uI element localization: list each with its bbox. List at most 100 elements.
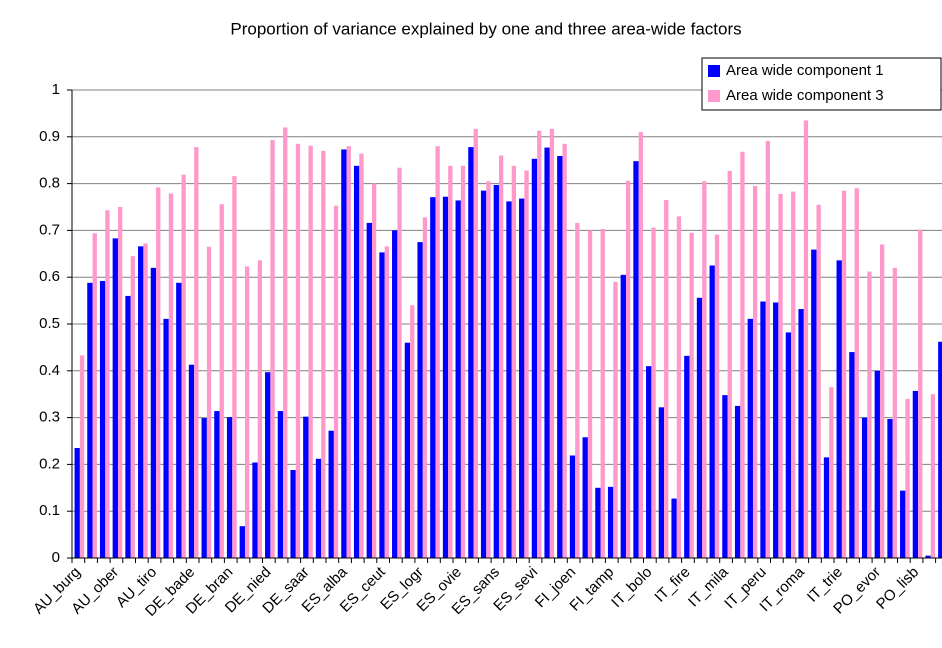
- bar: [397, 167, 402, 559]
- bar: [201, 418, 207, 558]
- bar: [569, 455, 576, 558]
- bar: [442, 196, 449, 559]
- bar: [366, 222, 372, 559]
- bar: [283, 127, 288, 558]
- y-tick-label: 0.3: [39, 409, 60, 426]
- bar: [460, 165, 466, 559]
- bar: [92, 233, 97, 558]
- bar: [448, 165, 453, 559]
- y-tick-label: 0: [52, 549, 60, 566]
- bar: [112, 238, 118, 558]
- bar: [582, 437, 588, 558]
- x-tick-label: PO_lisb: [873, 564, 922, 613]
- bar: [117, 207, 123, 558]
- bar: [841, 190, 847, 558]
- bar: [493, 185, 499, 558]
- bar: [696, 297, 703, 558]
- bar: [371, 183, 377, 558]
- bar: [277, 411, 284, 558]
- bar: [607, 486, 614, 558]
- y-tick-label: 0.1: [39, 502, 60, 519]
- y-tick-label: 0.8: [39, 175, 60, 192]
- bar: [168, 193, 174, 559]
- bar: [79, 355, 85, 558]
- y-tick-label: 0.7: [39, 221, 60, 238]
- bar: [143, 243, 148, 558]
- bar: [214, 411, 220, 558]
- bar: [658, 407, 665, 558]
- y-tick-label: 1: [52, 81, 60, 98]
- bar: [194, 147, 199, 558]
- bar: [328, 430, 334, 558]
- bar: [760, 301, 766, 558]
- bar: [925, 555, 931, 558]
- legend-box: [701, 57, 942, 111]
- bar: [295, 143, 301, 558]
- bar: [620, 274, 626, 558]
- bar: [232, 176, 237, 558]
- bar: [74, 448, 80, 558]
- bar: [176, 282, 182, 558]
- bar: [811, 249, 817, 558]
- bar: [125, 295, 131, 558]
- bar: [816, 204, 821, 558]
- y-tick-label: 0.2: [39, 455, 60, 472]
- bar: [308, 145, 313, 558]
- legend-swatch: [708, 90, 720, 102]
- bar: [671, 498, 677, 558]
- bar: [829, 387, 834, 558]
- bar: [544, 147, 550, 558]
- bar: [854, 188, 859, 558]
- bar: [422, 217, 428, 558]
- bar: [270, 140, 275, 559]
- bar: [188, 364, 195, 558]
- bar: [633, 161, 639, 559]
- bar: [105, 210, 110, 558]
- bar: [798, 309, 804, 558]
- bar: [257, 260, 262, 558]
- bar: [638, 132, 643, 558]
- bar: [912, 390, 919, 558]
- bar: [290, 470, 296, 558]
- bar: [315, 458, 322, 558]
- bar: [537, 130, 542, 558]
- bar: [392, 230, 398, 558]
- bar: [689, 232, 694, 559]
- bar: [524, 170, 529, 558]
- bar: [709, 265, 715, 558]
- y-tick-label: 0.9: [39, 128, 60, 145]
- bar: [321, 150, 326, 558]
- bar: [867, 271, 872, 558]
- bar: [156, 187, 161, 558]
- bar: [353, 165, 360, 559]
- bar: [905, 398, 910, 558]
- bar: [727, 170, 732, 559]
- bar: [239, 526, 245, 558]
- bar: [99, 280, 106, 558]
- bar: [900, 490, 906, 558]
- bar: [562, 143, 567, 558]
- bar: [384, 246, 389, 558]
- bar: [333, 205, 339, 558]
- bar: [752, 185, 758, 558]
- bar: [549, 128, 555, 558]
- bar: [265, 372, 271, 558]
- bar: [486, 181, 491, 558]
- legend-label: Area wide component 1: [726, 62, 884, 79]
- bar: [430, 197, 436, 558]
- bar: [480, 190, 487, 558]
- bar: [346, 146, 351, 558]
- bar: [874, 370, 880, 558]
- bar: [531, 158, 538, 558]
- bar: [359, 153, 364, 558]
- bar: [714, 234, 720, 558]
- bar: [379, 252, 385, 558]
- bar: [664, 199, 669, 559]
- bar: [646, 366, 652, 558]
- bar: [252, 462, 258, 558]
- bar: [684, 355, 690, 558]
- bar: [138, 246, 144, 558]
- bar: [226, 417, 233, 558]
- bar: [613, 281, 618, 558]
- bar: [468, 147, 474, 558]
